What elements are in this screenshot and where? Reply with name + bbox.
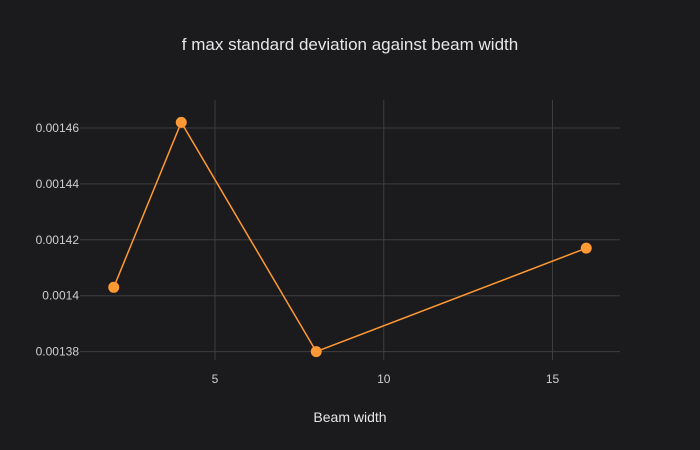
chart-title: f max standard deviation against beam wi… [182,35,518,54]
y-tick-label: 0.00138 [36,345,80,359]
x-tick-label: 5 [212,372,219,386]
x-tick-label: 10 [377,372,391,386]
data-point [175,116,187,128]
y-axis-tick-labels: 0.00138 0.0014 0.00142 0.00144 0.00146 [36,121,80,359]
y-tick-label: 0.0014 [42,289,79,303]
x-axis-label: Beam width [313,409,386,425]
y-gridlines [80,127,620,353]
series-line [113,120,587,353]
data-point [580,242,592,254]
data-point [108,281,120,293]
y-tick-label: 0.00142 [36,233,80,247]
y-tick-label: 0.00146 [36,121,80,135]
x-tick-label: 15 [546,372,560,386]
y-tick-label: 0.00144 [36,177,80,191]
data-point [310,346,322,358]
x-gridlines [214,100,553,360]
series-layer [108,116,592,358]
x-axis-tick-labels: 5 10 15 [212,372,560,386]
